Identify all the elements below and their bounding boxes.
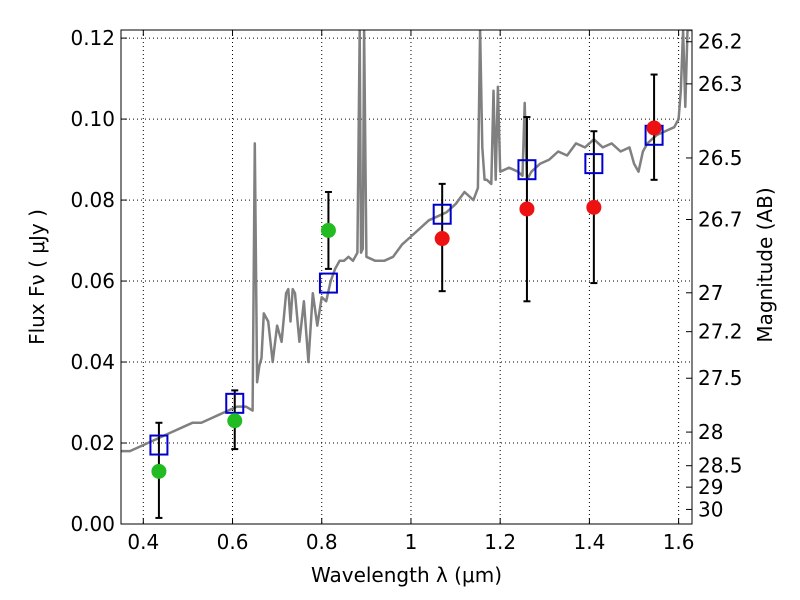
ticks: 0.4 0.6 0.8 1 1.2 1.4 1.6 0.00 0.02 0.04 0.06 0.08 0… <box>70 26 742 554</box>
model-photometry-point-2 <box>318 272 338 294</box>
hst-detections-point-0 <box>151 463 167 479</box>
x-tick-label-3: 1 <box>405 530 418 554</box>
ir-detections-point-2 <box>586 199 602 215</box>
x-tick-label-0: 0.4 <box>127 530 159 554</box>
x-tick-label-2: 0.8 <box>306 530 338 554</box>
x-tick-label-4: 1.2 <box>484 530 516 554</box>
y-tick-label-5: 0.10 <box>70 107 115 131</box>
ir-detections-point-1 <box>519 201 535 217</box>
x-tick-label-1: 0.6 <box>217 530 249 554</box>
model-photometry-point-1 <box>225 392 245 414</box>
right-tick-label-4: 27 <box>698 281 723 305</box>
series-model-spectrum <box>121 30 692 453</box>
y-tick-label-0: 0.00 <box>70 512 115 536</box>
right-tick-label-5: 27.2 <box>698 320 743 344</box>
model-photometry-point-5 <box>584 153 604 175</box>
y-tick-label-2: 0.04 <box>70 350 115 374</box>
plot-frame <box>120 29 693 525</box>
x-tick-label-5: 1.4 <box>573 530 605 554</box>
right-tick-label-3: 26.7 <box>698 208 743 232</box>
right-tick-label-0: 26.2 <box>698 30 743 54</box>
model-photometry-point-4 <box>517 159 537 181</box>
hst-detections-point-1 <box>227 413 243 429</box>
model-photometry-point-0 <box>149 434 169 456</box>
errorbar-layer <box>155 73 658 519</box>
right-tick-label-8: 28.5 <box>698 454 743 478</box>
x-axis-label: Wavelength λ (μm) <box>311 563 502 587</box>
y-tick-label-3: 0.06 <box>70 269 115 293</box>
y-tick-label-6: 0.12 <box>70 26 115 50</box>
spectrum-layer <box>121 30 692 453</box>
y-tick-label-1: 0.02 <box>70 431 115 455</box>
right-tick-label-6: 27.5 <box>698 366 743 390</box>
hst-detections-point-2 <box>320 222 336 238</box>
x-tick-label-6: 1.6 <box>663 530 695 554</box>
y-axis-label: Flux Fν ( μJy ) <box>25 209 49 345</box>
right-tick-label-10: 30 <box>698 497 723 521</box>
right-axis-label: Magnitude (AB) <box>753 187 777 342</box>
right-tick-label-9: 29 <box>698 475 723 499</box>
model-photometry-point-3 <box>432 203 452 225</box>
right-tick-label-1: 26.3 <box>698 72 743 96</box>
grid <box>121 30 692 524</box>
marker-layer <box>149 120 664 479</box>
ir-detections-point-0 <box>434 231 450 247</box>
ir-detections-point-3 <box>646 120 662 136</box>
right-tick-label-7: 28 <box>698 420 723 444</box>
right-tick-label-2: 26.5 <box>698 146 743 170</box>
y-tick-label-4: 0.08 <box>70 188 115 212</box>
